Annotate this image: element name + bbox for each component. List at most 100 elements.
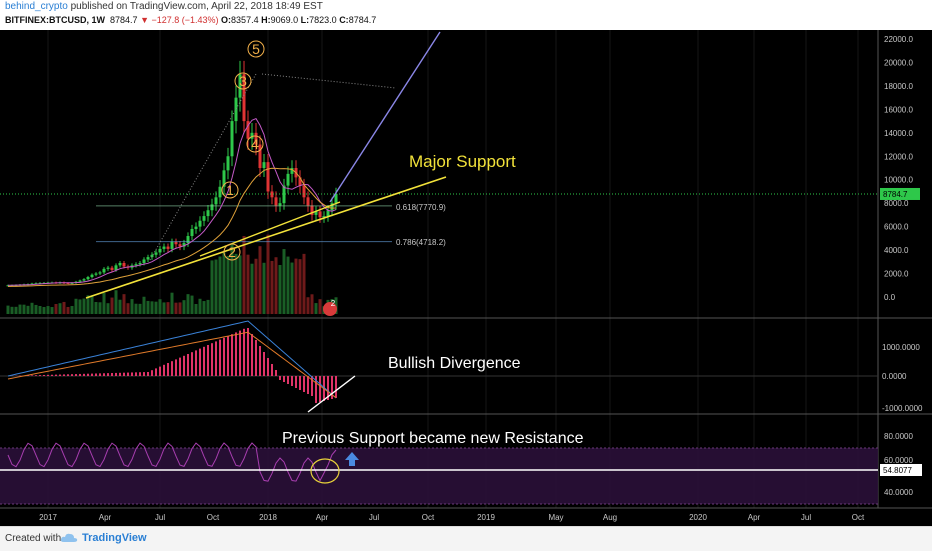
macd-hist-bar <box>227 336 229 376</box>
time-tick-label: Oct <box>852 513 865 522</box>
candle-body <box>227 156 230 170</box>
candle-body <box>135 264 138 265</box>
macd-hist-bar <box>83 374 85 376</box>
volume-bar <box>91 295 94 314</box>
macd-hist-bar <box>159 367 161 376</box>
macd-hist-bar <box>163 365 165 376</box>
volume-bar <box>171 293 174 314</box>
macd-hist-bar <box>287 376 289 384</box>
volume-bar <box>223 252 226 314</box>
volume-bar <box>119 300 122 314</box>
price-tick-label: 2000.0 <box>884 270 909 279</box>
candle-body <box>79 281 82 282</box>
macd-hist-bar <box>243 329 245 376</box>
volume-bar <box>23 305 26 314</box>
macd-hist-bar <box>55 375 57 376</box>
volume-bar <box>131 299 134 314</box>
candle-body <box>115 265 118 270</box>
macd-hist-bar <box>67 374 69 376</box>
volume-bar <box>291 263 294 314</box>
tradingview-brand[interactable]: TradingView <box>82 532 147 544</box>
macd-hist-bar <box>183 356 185 376</box>
macd-hist-bar <box>283 376 285 382</box>
volume-bar <box>319 299 322 314</box>
volume-bar <box>283 249 286 314</box>
time-tick-label: Apr <box>748 513 761 522</box>
price-tick-label: 8000.0 <box>884 199 909 208</box>
rsi-band-fill <box>0 448 878 504</box>
volume-bar <box>103 293 106 314</box>
symbol-name[interactable]: BITFINEX:BTCUSD, 1W <box>5 15 105 25</box>
annotation-major-support: Major Support <box>409 152 516 171</box>
volume-bar <box>175 303 178 314</box>
macd-hist-bar <box>195 350 197 376</box>
macd-hist-bar <box>139 372 141 376</box>
macd-hist-bar <box>251 334 253 376</box>
volume-bar <box>127 303 130 314</box>
volume-bar <box>71 306 74 314</box>
volume-bar <box>47 306 50 314</box>
candle-body <box>107 268 110 269</box>
candle-body <box>103 269 106 273</box>
candle-body <box>99 272 102 273</box>
volume-bar <box>59 303 62 314</box>
wave-label: 1 <box>226 182 234 198</box>
symbol-line: BITFINEX:BTCUSD, 1W 8784.7 ▼ −127.8 (−1.… <box>5 15 376 25</box>
volume-bar <box>75 299 78 314</box>
candle-body <box>259 145 262 168</box>
volume-bar <box>235 254 238 314</box>
time-tick-label: Jul <box>155 513 165 522</box>
macd-hist-bar <box>247 328 249 376</box>
volume-bar <box>95 302 98 314</box>
macd-hist-bar <box>99 373 101 376</box>
volume-bar <box>263 263 266 314</box>
macd-hist-bar <box>179 358 181 376</box>
macd-hist-bar <box>263 352 265 376</box>
price-tick-label: 6000.0 <box>884 223 909 232</box>
last-price-tag-label: 8784.7 <box>883 190 908 199</box>
candle-body <box>175 242 178 244</box>
macd-hist-bar <box>111 373 113 376</box>
volume-bar <box>239 255 242 314</box>
time-tick-label: Jul <box>369 513 379 522</box>
time-tick-label: 2018 <box>259 513 277 522</box>
volume-bar <box>179 302 182 314</box>
volume-bar <box>251 264 254 314</box>
volume-bar <box>99 302 102 314</box>
volume-bar <box>243 236 246 314</box>
candle-body <box>203 216 206 221</box>
volume-bar <box>195 304 198 314</box>
macd-hist-bar <box>123 373 125 376</box>
macd-hist-bar <box>63 374 65 376</box>
volume-bar <box>43 307 46 314</box>
volume-bar <box>207 300 210 314</box>
candle-body <box>279 203 282 205</box>
price-tick-label: 12000.0 <box>884 152 913 161</box>
volume-bar <box>27 306 30 314</box>
candle-body <box>191 229 194 236</box>
open-value: 8357.4 <box>231 15 259 25</box>
price-tick-label: 22000.0 <box>884 35 913 44</box>
macd-hist-bar <box>115 373 117 376</box>
created-with-label: Created with <box>5 533 61 544</box>
time-tick-label: Aug <box>603 513 617 522</box>
macd-hist-bar <box>303 376 305 392</box>
macd-hist-bar <box>187 354 189 376</box>
candle-body <box>287 174 290 186</box>
macd-hist-bar <box>239 331 241 376</box>
wave-label: 3 <box>239 73 247 89</box>
macd-hist-bar <box>203 347 205 376</box>
price-tick-label: 16000.0 <box>884 105 913 114</box>
volume-bar <box>143 297 146 314</box>
macd-hist-bar <box>199 349 201 376</box>
high-value: 9069.0 <box>271 15 299 25</box>
volume-bar <box>115 290 118 314</box>
candle-body <box>231 121 234 156</box>
author-link[interactable]: behind_crypto <box>5 1 68 12</box>
macd-hist-bar <box>307 376 309 394</box>
volume-bar <box>107 303 110 314</box>
candle-body <box>275 197 278 205</box>
volume-bar <box>295 259 298 314</box>
candle-body <box>155 252 158 254</box>
